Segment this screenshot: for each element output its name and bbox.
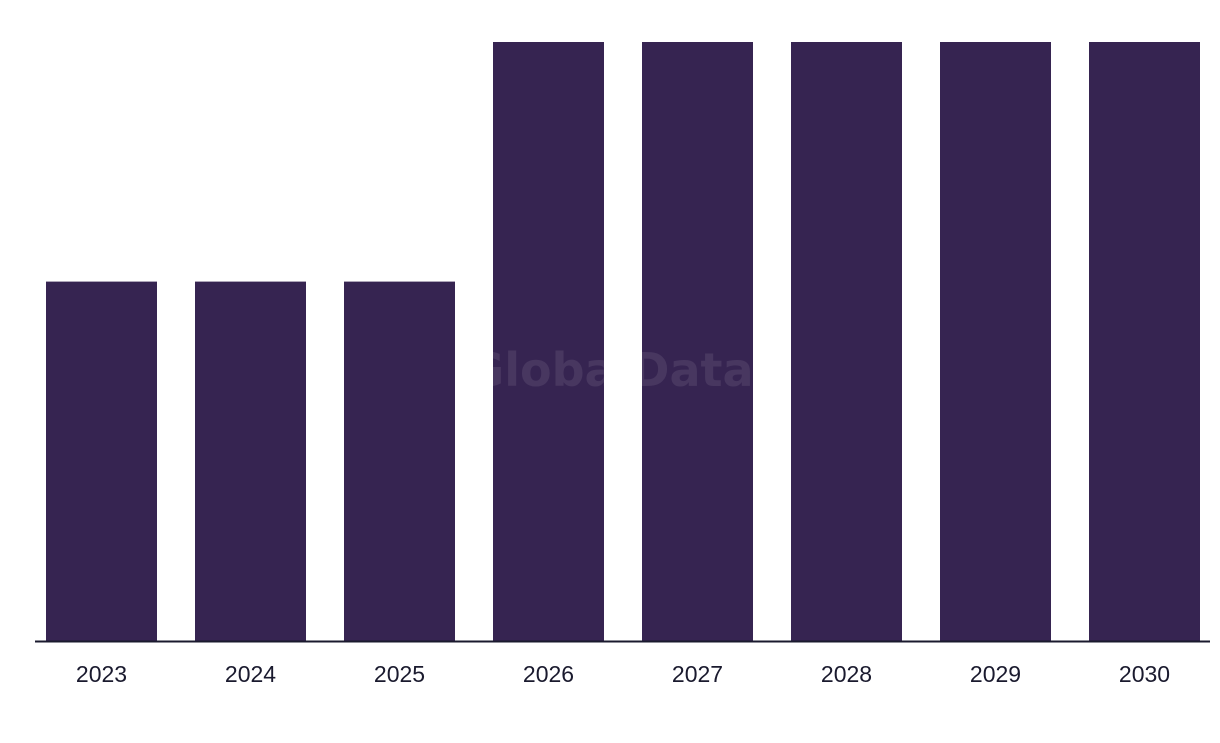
x-tick-label-2026: 2026 <box>523 661 574 687</box>
bar-2025 <box>344 281 455 641</box>
x-tick-label-2023: 2023 <box>76 661 127 687</box>
x-tick-label-2027: 2027 <box>672 661 723 687</box>
bar-2023 <box>46 281 157 641</box>
x-tick-label-2025: 2025 <box>374 661 425 687</box>
x-tick-label-2024: 2024 <box>225 661 276 687</box>
bar-2024 <box>195 281 306 641</box>
watermark: GlobalData <box>466 343 753 397</box>
x-tick-label-2029: 2029 <box>970 661 1021 687</box>
x-tick-label-2030: 2030 <box>1119 661 1170 687</box>
bar-2026 <box>493 42 604 641</box>
x-tick-labels: 2023 2024 2025 2026 2027 2028 2029 2030 <box>76 661 1170 687</box>
bar-2028 <box>791 42 902 641</box>
bar-2029 <box>940 42 1051 641</box>
bars-layer <box>46 42 1200 641</box>
bar-2027 <box>642 42 753 641</box>
x-tick-label-2028: 2028 <box>821 661 872 687</box>
bar-2030 <box>1089 42 1200 641</box>
